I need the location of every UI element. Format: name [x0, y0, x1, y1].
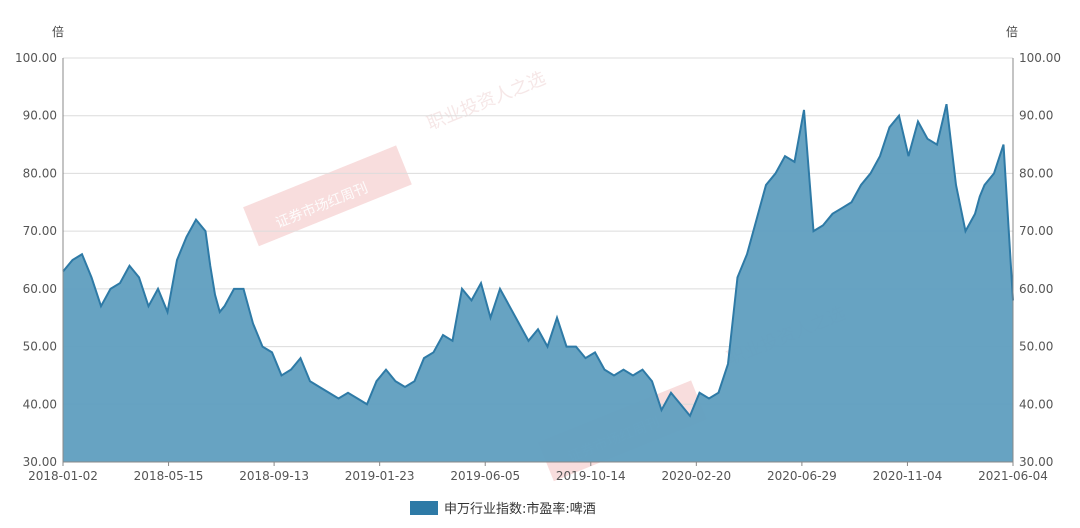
y-tick-left-3: 60.00 [23, 282, 57, 296]
y-tick-right-0: 30.00 [1019, 455, 1053, 469]
x-tick-1: 2018-05-15 [134, 469, 204, 483]
y-tick-left-1: 40.00 [23, 397, 57, 411]
y-tick-left-0: 30.00 [23, 455, 57, 469]
y-tick-right-4: 70.00 [1019, 224, 1053, 238]
legend-swatch [410, 501, 438, 515]
y-tick-right-2: 50.00 [1019, 340, 1053, 354]
x-tick-3: 2019-01-23 [345, 469, 415, 483]
y-tick-right-3: 60.00 [1019, 282, 1053, 296]
x-tick-9: 2021-06-04 [978, 469, 1048, 483]
y-unit-right: 倍 [1006, 24, 1018, 39]
y-tick-left-5: 80.00 [23, 166, 57, 180]
series-area [63, 104, 1013, 463]
y-unit-left: 倍 [52, 24, 64, 39]
y-tick-right-7: 100.00 [1019, 51, 1061, 65]
y-tick-right-1: 40.00 [1019, 397, 1053, 411]
y-tick-left-4: 70.00 [23, 224, 57, 238]
legend-label: 申万行业指数:市盈率:啤酒 [444, 501, 596, 517]
watermark-top: 职业投资人之选 证券市场红周刊 [243, 68, 549, 247]
x-tick-8: 2020-11-04 [873, 469, 943, 483]
x-tick-4: 2019-06-05 [450, 469, 520, 483]
y-tick-left-7: 100.00 [15, 51, 57, 65]
series-line [62, 103, 1014, 418]
plot-area [62, 103, 1014, 463]
watermark-slogan-top: 职业投资人之选 [424, 68, 549, 135]
x-tick-6: 2020-02-20 [661, 469, 731, 483]
x-tick-5: 2019-10-14 [556, 469, 626, 483]
y-tick-right-6: 90.00 [1019, 109, 1053, 123]
x-tick-2: 2018-09-13 [239, 469, 309, 483]
x-tick-0: 2018-01-02 [28, 469, 98, 483]
y-tick-right-5: 80.00 [1019, 166, 1053, 180]
x-tick-7: 2020-06-29 [767, 469, 837, 483]
axes: 30.00 30.00 40.00 40.00 50.00 50.00 60.00 60.00… [15, 51, 1061, 483]
y-tick-left-6: 90.00 [23, 109, 57, 123]
y-tick-left-2: 50.00 [23, 340, 57, 354]
legend: 申万行业指数:市盈率:啤酒 [410, 501, 596, 517]
